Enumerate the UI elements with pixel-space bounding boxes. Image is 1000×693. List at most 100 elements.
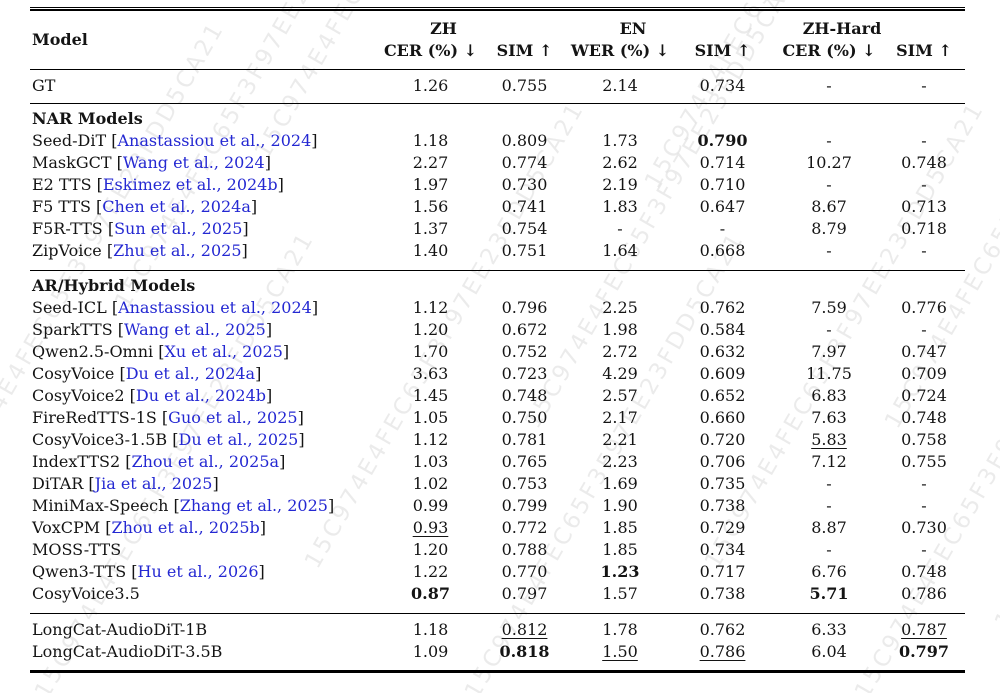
citation-link[interactable]: Xu et al., 2025 <box>164 342 283 361</box>
table-section: AR/Hybrid Models Seed-ICL [Anastassiou et… <box>30 270 965 614</box>
citation-link[interactable]: Sun et al., 2025 <box>114 219 243 238</box>
metric-value: 2.19 <box>602 175 638 194</box>
metric-header-row: CER (%) ↓ SIM ↑ WER (%) ↓ SIM ↑ CER (%) … <box>30 40 965 70</box>
metric-value: 2.21 <box>602 430 638 449</box>
metric-value: 0.797 <box>898 642 950 661</box>
table-row: SparkTTS [Wang et al., 2025] 1.20 0.672 1.9… <box>30 319 965 341</box>
model-name: F5R-TTS <box>32 219 103 238</box>
model-name: MiniMax-Speech <box>32 496 169 515</box>
metric-value: - <box>826 474 832 493</box>
metric-value: - <box>826 496 832 515</box>
citation-link[interactable]: Zhu et al., 2025 <box>113 241 242 260</box>
metric-value: - <box>826 76 832 95</box>
citation-link[interactable]: Wang et al., 2024 <box>122 153 265 172</box>
metric-value: 8.87 <box>811 518 847 537</box>
citation-link[interactable]: Chen et al., 2024a <box>102 197 251 216</box>
citation-link[interactable]: Zhang et al., 2025 <box>179 496 328 515</box>
metric-value: 4.29 <box>602 364 638 383</box>
table-row: E2 TTS [Eskimez et al., 2024b] 1.97 0.730 2… <box>30 174 965 196</box>
citation-link[interactable]: Jia et al., 2025 <box>94 474 213 493</box>
model-name-cell: DiTAR [Jia et al., 2025] <box>32 474 219 493</box>
citation-link[interactable]: Anastassiou et al., 2024 <box>117 131 312 150</box>
table-row: LongCat-AudioDiT-1B 1.18 0.812 1.78 0.762 6.3… <box>30 614 965 642</box>
citation-link[interactable]: Anastassiou et al., 2024 <box>118 298 312 317</box>
metric-value: 0.734 <box>699 76 746 95</box>
citation-link[interactable]: Hu et al., 2026 <box>137 562 259 581</box>
metric-value: 0.772 <box>501 518 548 537</box>
model-name-cell: SparkTTS [Wang et al., 2025] <box>32 320 273 339</box>
model-name: CosyVoice3.5 <box>32 584 140 603</box>
metric-value: 0.786 <box>699 642 746 661</box>
model-name-cell: IndexTTS2 [Zhou et al., 2025a] <box>32 452 286 471</box>
citation-link[interactable]: Eskimez et al., 2024b <box>102 175 278 194</box>
metric-value: 0.809 <box>501 131 548 150</box>
metric-value: - <box>921 496 927 515</box>
table-row: F5 TTS [Chen et al., 2024a] 1.56 0.741 1.83… <box>30 196 965 218</box>
group-header-row: Model ZH EN ZH-Hard <box>30 11 965 49</box>
metric-value: 1.20 <box>412 320 449 339</box>
metric-value: 1.40 <box>412 241 449 260</box>
metric-value: 0.776 <box>901 298 947 317</box>
metric-value: 0.748 <box>901 153 947 172</box>
group-header-en: EN <box>619 19 647 38</box>
citation-link[interactable]: Du et al., 2024a <box>125 364 256 383</box>
citation-link[interactable]: Zhou et al., 2025b <box>111 518 260 537</box>
metric-value: 2.23 <box>602 452 638 471</box>
model-name-cell: FireRedTTS-1S [Guo et al., 2025] <box>32 408 304 427</box>
model-name: Qwen2.5-Omni <box>32 342 154 361</box>
metric-value: - <box>826 175 832 194</box>
metric-value: 2.27 <box>412 153 449 172</box>
model-name-cell: Qwen3-TTS [Hu et al., 2026] <box>32 562 265 581</box>
model-name-cell: CosyVoice2 [Du et al., 2024b] <box>32 386 273 405</box>
metric-value: - <box>826 540 832 559</box>
metric-value: 1.90 <box>602 496 638 515</box>
model-name: Qwen3-TTS <box>32 562 127 581</box>
citation-link[interactable]: Wang et al., 2025 <box>124 320 266 339</box>
model-name-cell: GT <box>30 70 382 104</box>
metric-value: 2.17 <box>602 408 638 427</box>
metric-value: 0.753 <box>501 474 548 493</box>
section-title: AR/Hybrid Models <box>32 276 196 295</box>
metric-value: 0.710 <box>699 175 746 194</box>
metric-value: 0.787 <box>901 620 947 639</box>
citation-link[interactable]: Zhou et al., 2025a <box>131 452 280 471</box>
metric-value: 2.72 <box>602 342 638 361</box>
section-header-row: AR/Hybrid Models <box>30 271 965 298</box>
metric-value: 2.14 <box>602 76 638 95</box>
column-header-zhhard-cer: CER (%) ↓ <box>782 41 876 60</box>
table-header: Model ZH EN ZH-Hard CER (%) ↓ SIM ↑ WER … <box>30 11 965 70</box>
table-bottom-rule <box>30 670 965 673</box>
metric-value: 1.85 <box>602 518 638 537</box>
metric-value: 1.97 <box>412 175 449 194</box>
metric-value: 0.747 <box>901 342 947 361</box>
metric-value: 0.730 <box>501 175 548 194</box>
table-row: IndexTTS2 [Zhou et al., 2025a] 1.03 0.765 2… <box>30 451 965 473</box>
metric-value: 1.02 <box>412 474 449 493</box>
metric-value: 0.788 <box>501 540 548 559</box>
table-row: ZipVoice [Zhu et al., 2025] 1.40 0.751 1.64… <box>30 240 965 271</box>
model-name: SparkTTS <box>32 320 113 339</box>
model-name-cell: MOSS-TTS <box>30 539 382 561</box>
model-name-cell: LongCat-AudioDiT-3.5B <box>30 641 382 670</box>
citation-link[interactable]: Guo et al., 2025 <box>168 408 298 427</box>
metric-value: 2.25 <box>602 298 638 317</box>
metric-value: 0.734 <box>699 540 746 559</box>
metric-value: 0.751 <box>501 241 548 260</box>
model-name: LongCat-AudioDiT-1B <box>32 620 208 639</box>
metric-value: 0.797 <box>501 584 548 603</box>
model-name: VoxCPM <box>32 518 101 537</box>
metric-value: 1.83 <box>602 197 638 216</box>
metric-value: - <box>921 474 927 493</box>
results-table: Model ZH EN ZH-Hard CER (%) ↓ SIM ↑ WER … <box>30 11 965 670</box>
metric-value: 1.05 <box>412 408 449 427</box>
metric-value: 0.781 <box>501 430 548 449</box>
metric-value: 0.609 <box>699 364 746 383</box>
metric-value: 0.584 <box>699 320 746 339</box>
citation-link[interactable]: Du et al., 2025 <box>178 430 299 449</box>
metric-value: 6.76 <box>811 562 847 581</box>
metric-value: 1.26 <box>412 76 449 95</box>
citation-link[interactable]: Du et al., 2024b <box>135 386 266 405</box>
table-row: MaskGCT [Wang et al., 2024] 2.27 0.774 2.62… <box>30 152 965 174</box>
model-name-cell: ZipVoice [Zhu et al., 2025] <box>32 241 248 260</box>
metric-value: 6.83 <box>811 386 847 405</box>
